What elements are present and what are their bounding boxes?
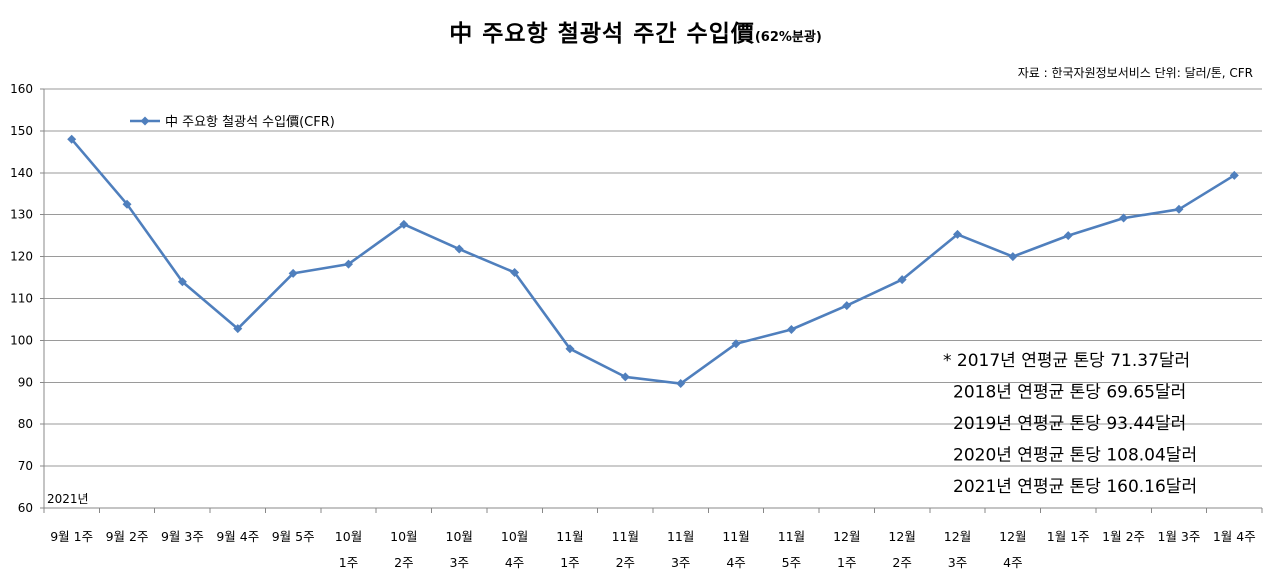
data-point xyxy=(731,339,741,349)
x-tick-label: 1주 xyxy=(837,555,856,570)
x-tick-label: 11월 xyxy=(722,529,749,544)
chart-title-suffix: (62%분광) xyxy=(754,30,822,45)
y-tick-label: 160 xyxy=(10,82,33,96)
data-point xyxy=(454,244,464,254)
data-point xyxy=(620,372,630,382)
data-point xyxy=(344,259,353,269)
x-tick-label: 10월 xyxy=(335,529,362,544)
x-tick-label: 1주 xyxy=(560,555,579,570)
y-tick-label: 130 xyxy=(10,208,33,222)
data-point xyxy=(1008,252,1018,262)
year-label: 2021년 xyxy=(47,492,89,506)
data-point xyxy=(177,277,187,287)
chart-title-text: 中 주요항 철광석 주간 수입價 xyxy=(449,21,755,47)
data-point xyxy=(897,275,907,285)
y-tick-label: 150 xyxy=(10,124,33,138)
data-point xyxy=(1119,213,1129,223)
x-tick-label: 3주 xyxy=(671,555,690,570)
data-point xyxy=(1229,170,1239,180)
data-point xyxy=(122,199,132,209)
x-tick-label: 9월 4주 xyxy=(216,529,259,544)
y-tick-label: 60 xyxy=(18,501,33,515)
y-tick-label: 70 xyxy=(18,459,33,473)
data-point xyxy=(1174,204,1184,214)
annual-average-note: * 2017년 연평균 톤당 71.37달러 xyxy=(943,351,1190,371)
x-tick-label: 5주 xyxy=(782,555,801,570)
chart-title: 中 주요항 철광석 주간 수입價(62%분광) xyxy=(0,14,1271,48)
legend-label: 中 주요항 철광석 수입價(CFR) xyxy=(165,115,335,130)
x-tick-label: 12월 xyxy=(833,529,860,544)
y-tick-label: 100 xyxy=(10,333,33,347)
x-tick-label: 12월 xyxy=(944,529,971,544)
x-tick-label: 2주 xyxy=(394,555,413,570)
annual-average-note: 2019년 연평균 톤당 93.44달러 xyxy=(953,414,1186,434)
data-point xyxy=(233,324,243,334)
source-note: 자료 : 한국자원정보서비스 단위: 달러/톤, CFR xyxy=(1017,66,1253,80)
x-tick-label: 2주 xyxy=(892,555,911,570)
x-tick-label: 1월 2주 xyxy=(1102,529,1145,544)
legend-marker xyxy=(140,116,150,126)
x-tick-label: 11월 xyxy=(778,529,805,544)
annual-average-note: 2018년 연평균 톤당 69.65달러 xyxy=(953,383,1186,403)
x-tick-label: 11월 xyxy=(667,529,694,544)
x-tick-label: 3주 xyxy=(450,555,469,570)
x-tick-label: 11월 xyxy=(612,529,639,544)
data-point xyxy=(786,325,796,335)
x-tick-label: 10월 xyxy=(501,529,528,544)
x-tick-label: 3주 xyxy=(948,555,967,570)
x-tick-label: 1주 xyxy=(339,555,358,570)
y-tick-label: 140 xyxy=(10,166,33,180)
x-tick-label: 4주 xyxy=(726,555,745,570)
x-tick-label: 12월 xyxy=(888,529,915,544)
x-tick-label: 1월 4주 xyxy=(1213,529,1256,544)
x-tick-label: 1월 1주 xyxy=(1047,529,1090,544)
x-tick-label: 2주 xyxy=(616,555,635,570)
data-point xyxy=(67,134,77,144)
data-point xyxy=(1063,231,1073,241)
data-point xyxy=(288,268,298,278)
y-tick-label: 110 xyxy=(10,292,33,306)
data-point xyxy=(399,219,409,229)
x-tick-label: 4주 xyxy=(1003,555,1022,570)
y-tick-label: 90 xyxy=(18,375,33,389)
x-tick-label: 1월 3주 xyxy=(1158,529,1201,544)
x-tick-label: 10월 xyxy=(390,529,417,544)
y-tick-label: 80 xyxy=(18,417,33,431)
annual-average-note: 2020년 연평균 톤당 108.04달러 xyxy=(953,446,1197,466)
annual-average-note: 2021년 연평균 톤당 160.16달러 xyxy=(953,477,1197,497)
data-point xyxy=(676,379,686,389)
x-tick-label: 10월 xyxy=(446,529,473,544)
x-tick-label: 9월 5주 xyxy=(272,529,315,544)
x-tick-label: 11월 xyxy=(556,529,583,544)
y-tick-label: 120 xyxy=(10,250,33,264)
data-point xyxy=(510,268,520,278)
x-tick-label: 12월 xyxy=(999,529,1026,544)
data-point xyxy=(953,229,962,239)
x-tick-label: 9월 2주 xyxy=(106,529,149,544)
x-tick-label: 4주 xyxy=(505,555,524,570)
data-point xyxy=(565,344,575,354)
data-point xyxy=(842,301,852,311)
x-tick-label: 9월 3주 xyxy=(161,529,204,544)
x-tick-label: 9월 1주 xyxy=(50,529,93,544)
series-line xyxy=(70,138,1235,385)
